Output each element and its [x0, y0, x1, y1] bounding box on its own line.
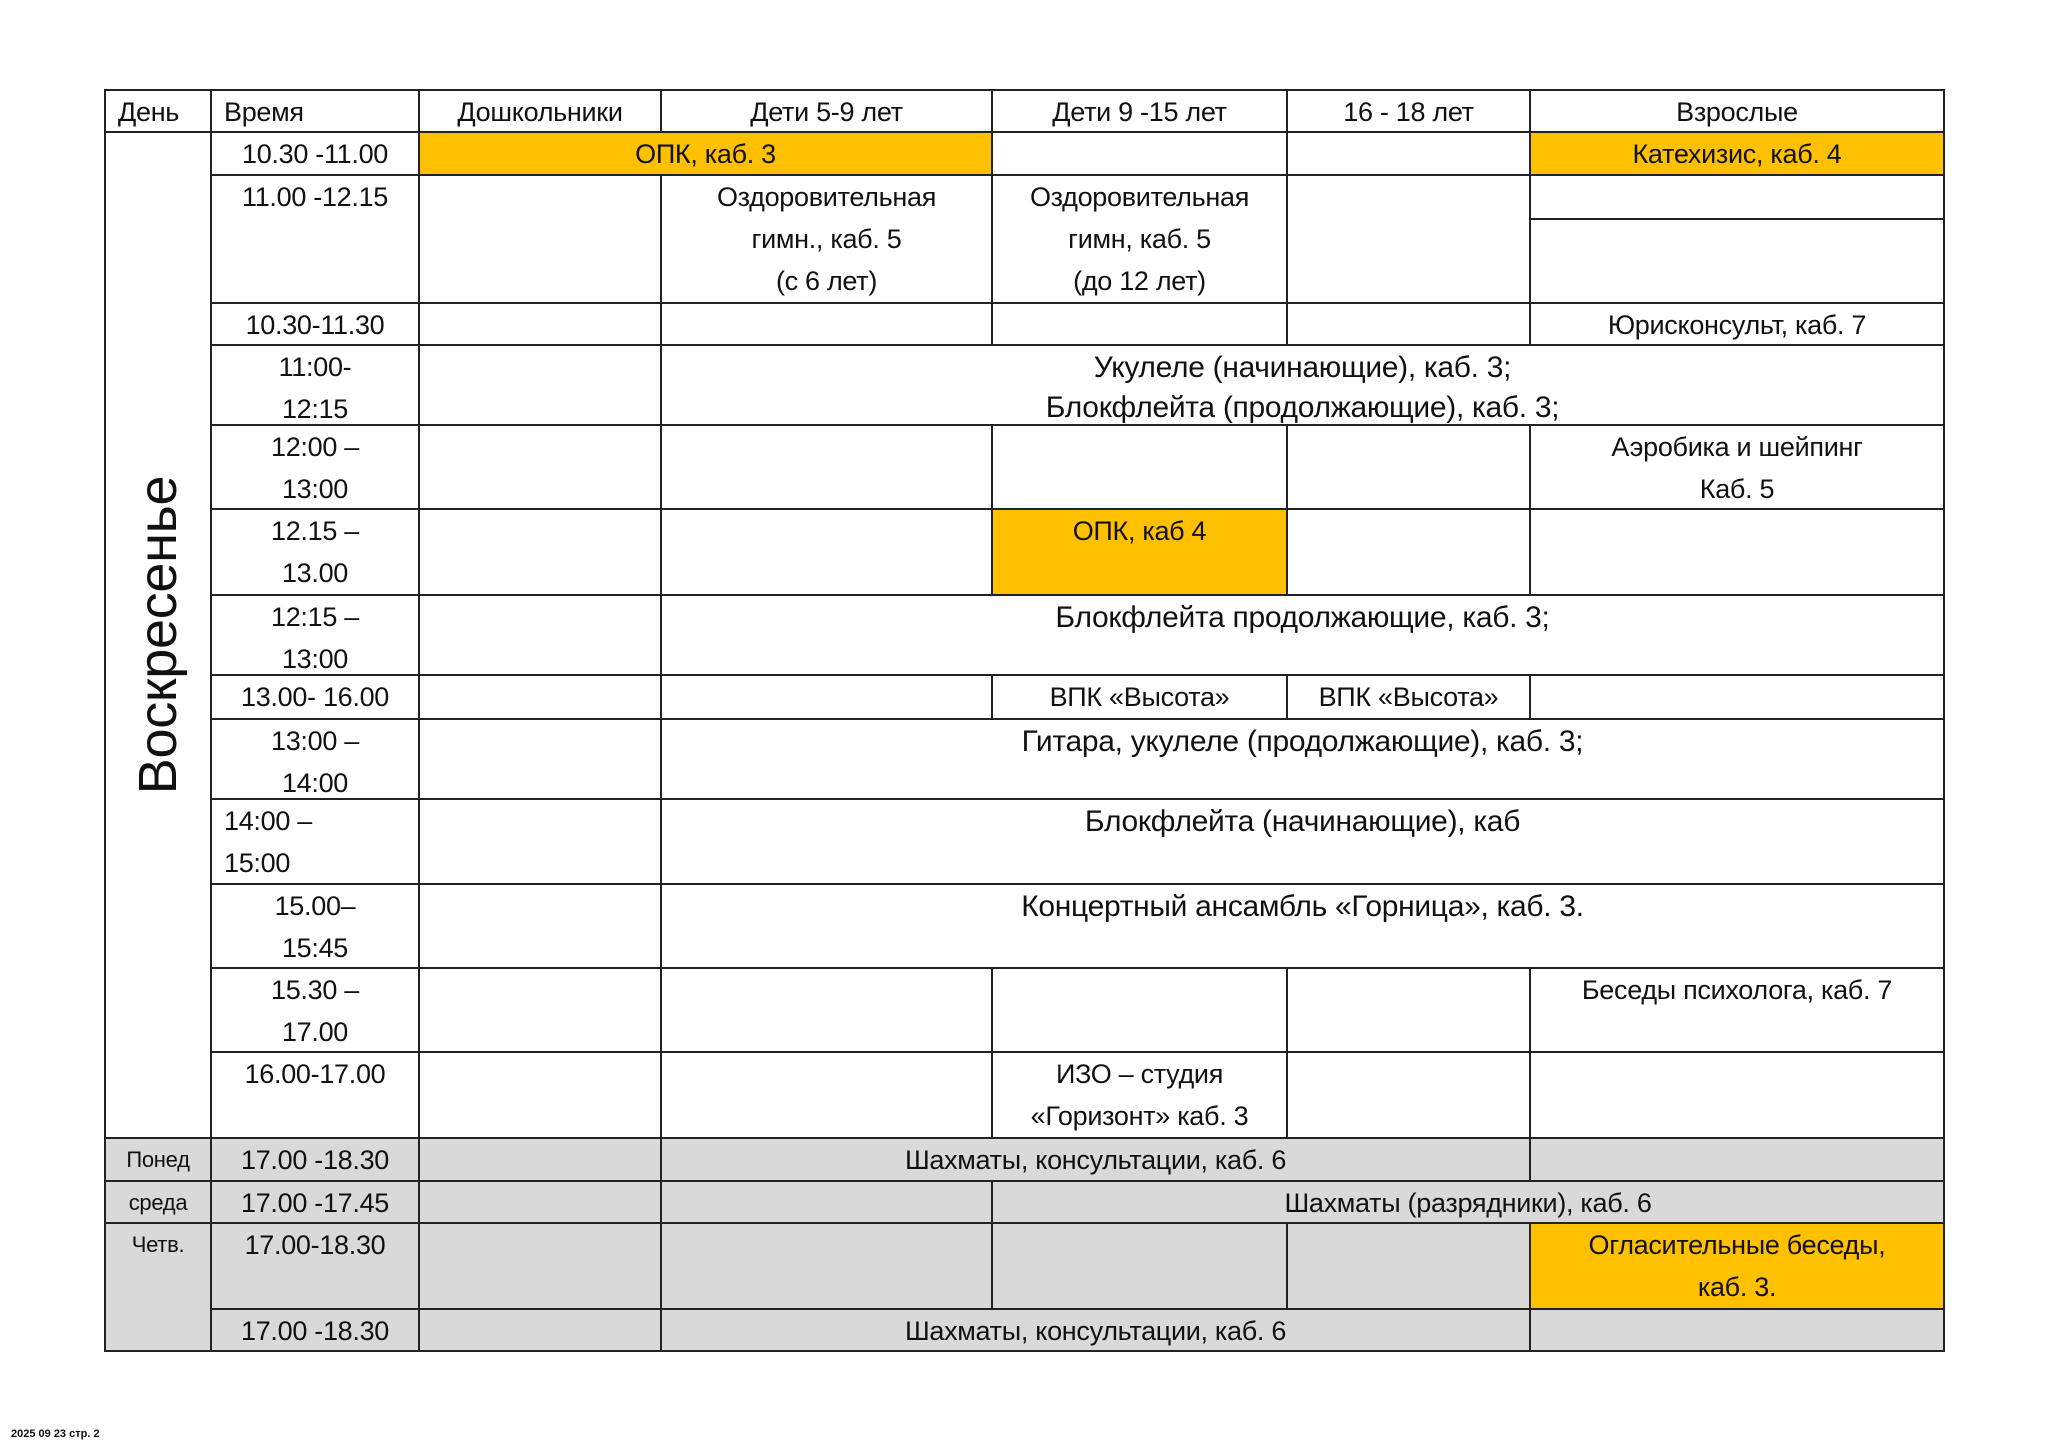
schedule-cell: ОПК, каб. 3	[418, 131, 993, 176]
header-kids-9-15: Дети 9 -15 лет	[991, 89, 1288, 133]
day-label: Воскресенье	[128, 475, 188, 795]
schedule-cell: Концертный ансамбль «Горница», каб. 3.	[660, 883, 1945, 969]
empty-cell	[991, 302, 1288, 346]
schedule-cell: Оздоровительная гимн., каб. 5 (с 6 лет)	[660, 174, 993, 304]
empty-cell	[660, 424, 993, 510]
schedule-cell: Блокфлейта (начинающие), каб	[660, 798, 1945, 885]
day-monday: Понед	[104, 1137, 212, 1182]
empty-cell	[418, 1137, 662, 1182]
empty-cell	[1286, 1222, 1531, 1310]
empty-cell	[418, 1308, 662, 1352]
empty-cell	[991, 131, 1288, 176]
time-cell: 15.30 – 17.00	[210, 967, 420, 1053]
empty-cell	[1286, 508, 1531, 596]
empty-cell	[418, 424, 662, 510]
time-cell: 12:00 – 13:00	[210, 424, 420, 510]
empty-cell	[660, 1051, 993, 1139]
empty-cell	[660, 674, 993, 720]
empty-cell	[418, 344, 662, 426]
time-cell: 11:00- 12:15	[210, 344, 420, 426]
empty-cell	[660, 1222, 993, 1310]
empty-cell	[418, 1180, 662, 1224]
empty-cell	[418, 967, 662, 1053]
empty-cell	[418, 174, 662, 304]
empty-cell	[418, 798, 662, 885]
time-cell: 12.15 – 13.00	[210, 508, 420, 596]
time-cell: 10.30-11.30	[210, 302, 420, 346]
empty-cell	[1529, 174, 1945, 220]
time-cell: 17.00 -17.45	[210, 1180, 420, 1224]
header-adults: Взрослые	[1529, 89, 1945, 133]
empty-cell	[418, 302, 662, 346]
time-cell: 12:15 – 13:00	[210, 594, 420, 676]
empty-cell	[660, 967, 993, 1053]
empty-cell	[660, 1180, 993, 1224]
time-cell: 14:00 – 15:00	[210, 798, 420, 885]
schedule-cell: Аэробика и шейпинг Каб. 5	[1529, 424, 1945, 510]
empty-cell	[991, 967, 1288, 1053]
page-footer: 2025 09 23 стр. 2	[11, 1428, 100, 1440]
time-cell: 10.30 -11.00	[210, 131, 420, 176]
empty-cell	[991, 1222, 1288, 1310]
empty-cell	[660, 302, 993, 346]
header-preschool: Дошкольники	[418, 89, 662, 133]
schedule-cell: Гитара, укулеле (продолжающие), каб. 3;	[660, 718, 1945, 800]
day-wednesday: среда	[104, 1180, 212, 1224]
empty-cell	[418, 674, 662, 720]
empty-cell	[991, 424, 1288, 510]
header-16-18: 16 - 18 лет	[1286, 89, 1531, 133]
day-thursday: Четв.	[104, 1222, 212, 1352]
time-cell: 11.00 -12.15	[210, 174, 420, 304]
empty-cell	[1529, 1051, 1945, 1139]
schedule-cell: ВПК «Высота»	[1286, 674, 1531, 720]
empty-cell	[418, 1051, 662, 1139]
time-cell: 13:00 – 14:00	[210, 718, 420, 800]
time-cell: 17.00 -18.30	[210, 1137, 420, 1182]
schedule-cell: Шахматы, консультации, каб. 6	[660, 1137, 1531, 1182]
schedule-cell: Шахматы (разрядники), каб. 6	[991, 1180, 1945, 1224]
empty-cell	[418, 594, 662, 676]
empty-cell	[1529, 1137, 1945, 1182]
schedule-cell: Юрисконсульт, каб. 7	[1529, 302, 1945, 346]
empty-cell	[418, 1222, 662, 1310]
empty-cell	[1286, 302, 1531, 346]
schedule-cell: Катехизис, каб. 4	[1529, 131, 1945, 176]
time-cell: 15.00– 15:45	[210, 883, 420, 969]
empty-cell	[418, 883, 662, 969]
day-sunday: Воскресенье	[104, 131, 212, 1139]
schedule-cell: Огласительные беседы, каб. 3.	[1529, 1222, 1945, 1310]
schedule-cell: Укулеле (начинающие), каб. 3; Блокфлейта…	[660, 344, 1945, 426]
header-day: День	[104, 89, 212, 133]
empty-cell	[418, 508, 662, 596]
schedule-cell: ИЗО – студия «Горизонт» каб. 3	[991, 1051, 1288, 1139]
time-cell: 16.00-17.00	[210, 1051, 420, 1139]
schedule-cell: Беседы психолога, каб. 7	[1529, 967, 1945, 1053]
empty-cell	[1286, 174, 1531, 304]
empty-cell	[1529, 1308, 1945, 1352]
empty-cell	[1529, 218, 1945, 304]
schedule-cell: ОПК, каб 4	[991, 508, 1288, 596]
header-kids-5-9: Дети 5-9 лет	[660, 89, 993, 133]
time-cell: 13.00- 16.00	[210, 674, 420, 720]
empty-cell	[418, 718, 662, 800]
time-cell: 17.00 -18.30	[210, 1308, 420, 1352]
schedule-cell: Оздоровительная гимн, каб. 5 (до 12 лет)	[991, 174, 1288, 304]
empty-cell	[1286, 967, 1531, 1053]
empty-cell	[1529, 508, 1945, 596]
empty-cell	[1286, 1051, 1531, 1139]
schedule-cell: Блокфлейта продолжающие, каб. 3;	[660, 594, 1945, 676]
empty-cell	[1286, 131, 1531, 176]
empty-cell	[660, 508, 993, 596]
time-cell: 17.00-18.30	[210, 1222, 420, 1310]
header-time: Время	[210, 89, 420, 133]
empty-cell	[1529, 674, 1945, 720]
schedule-cell: Шахматы, консультации, каб. 6	[660, 1308, 1531, 1352]
schedule-cell: ВПК «Высота»	[991, 674, 1288, 720]
empty-cell	[1286, 424, 1531, 510]
